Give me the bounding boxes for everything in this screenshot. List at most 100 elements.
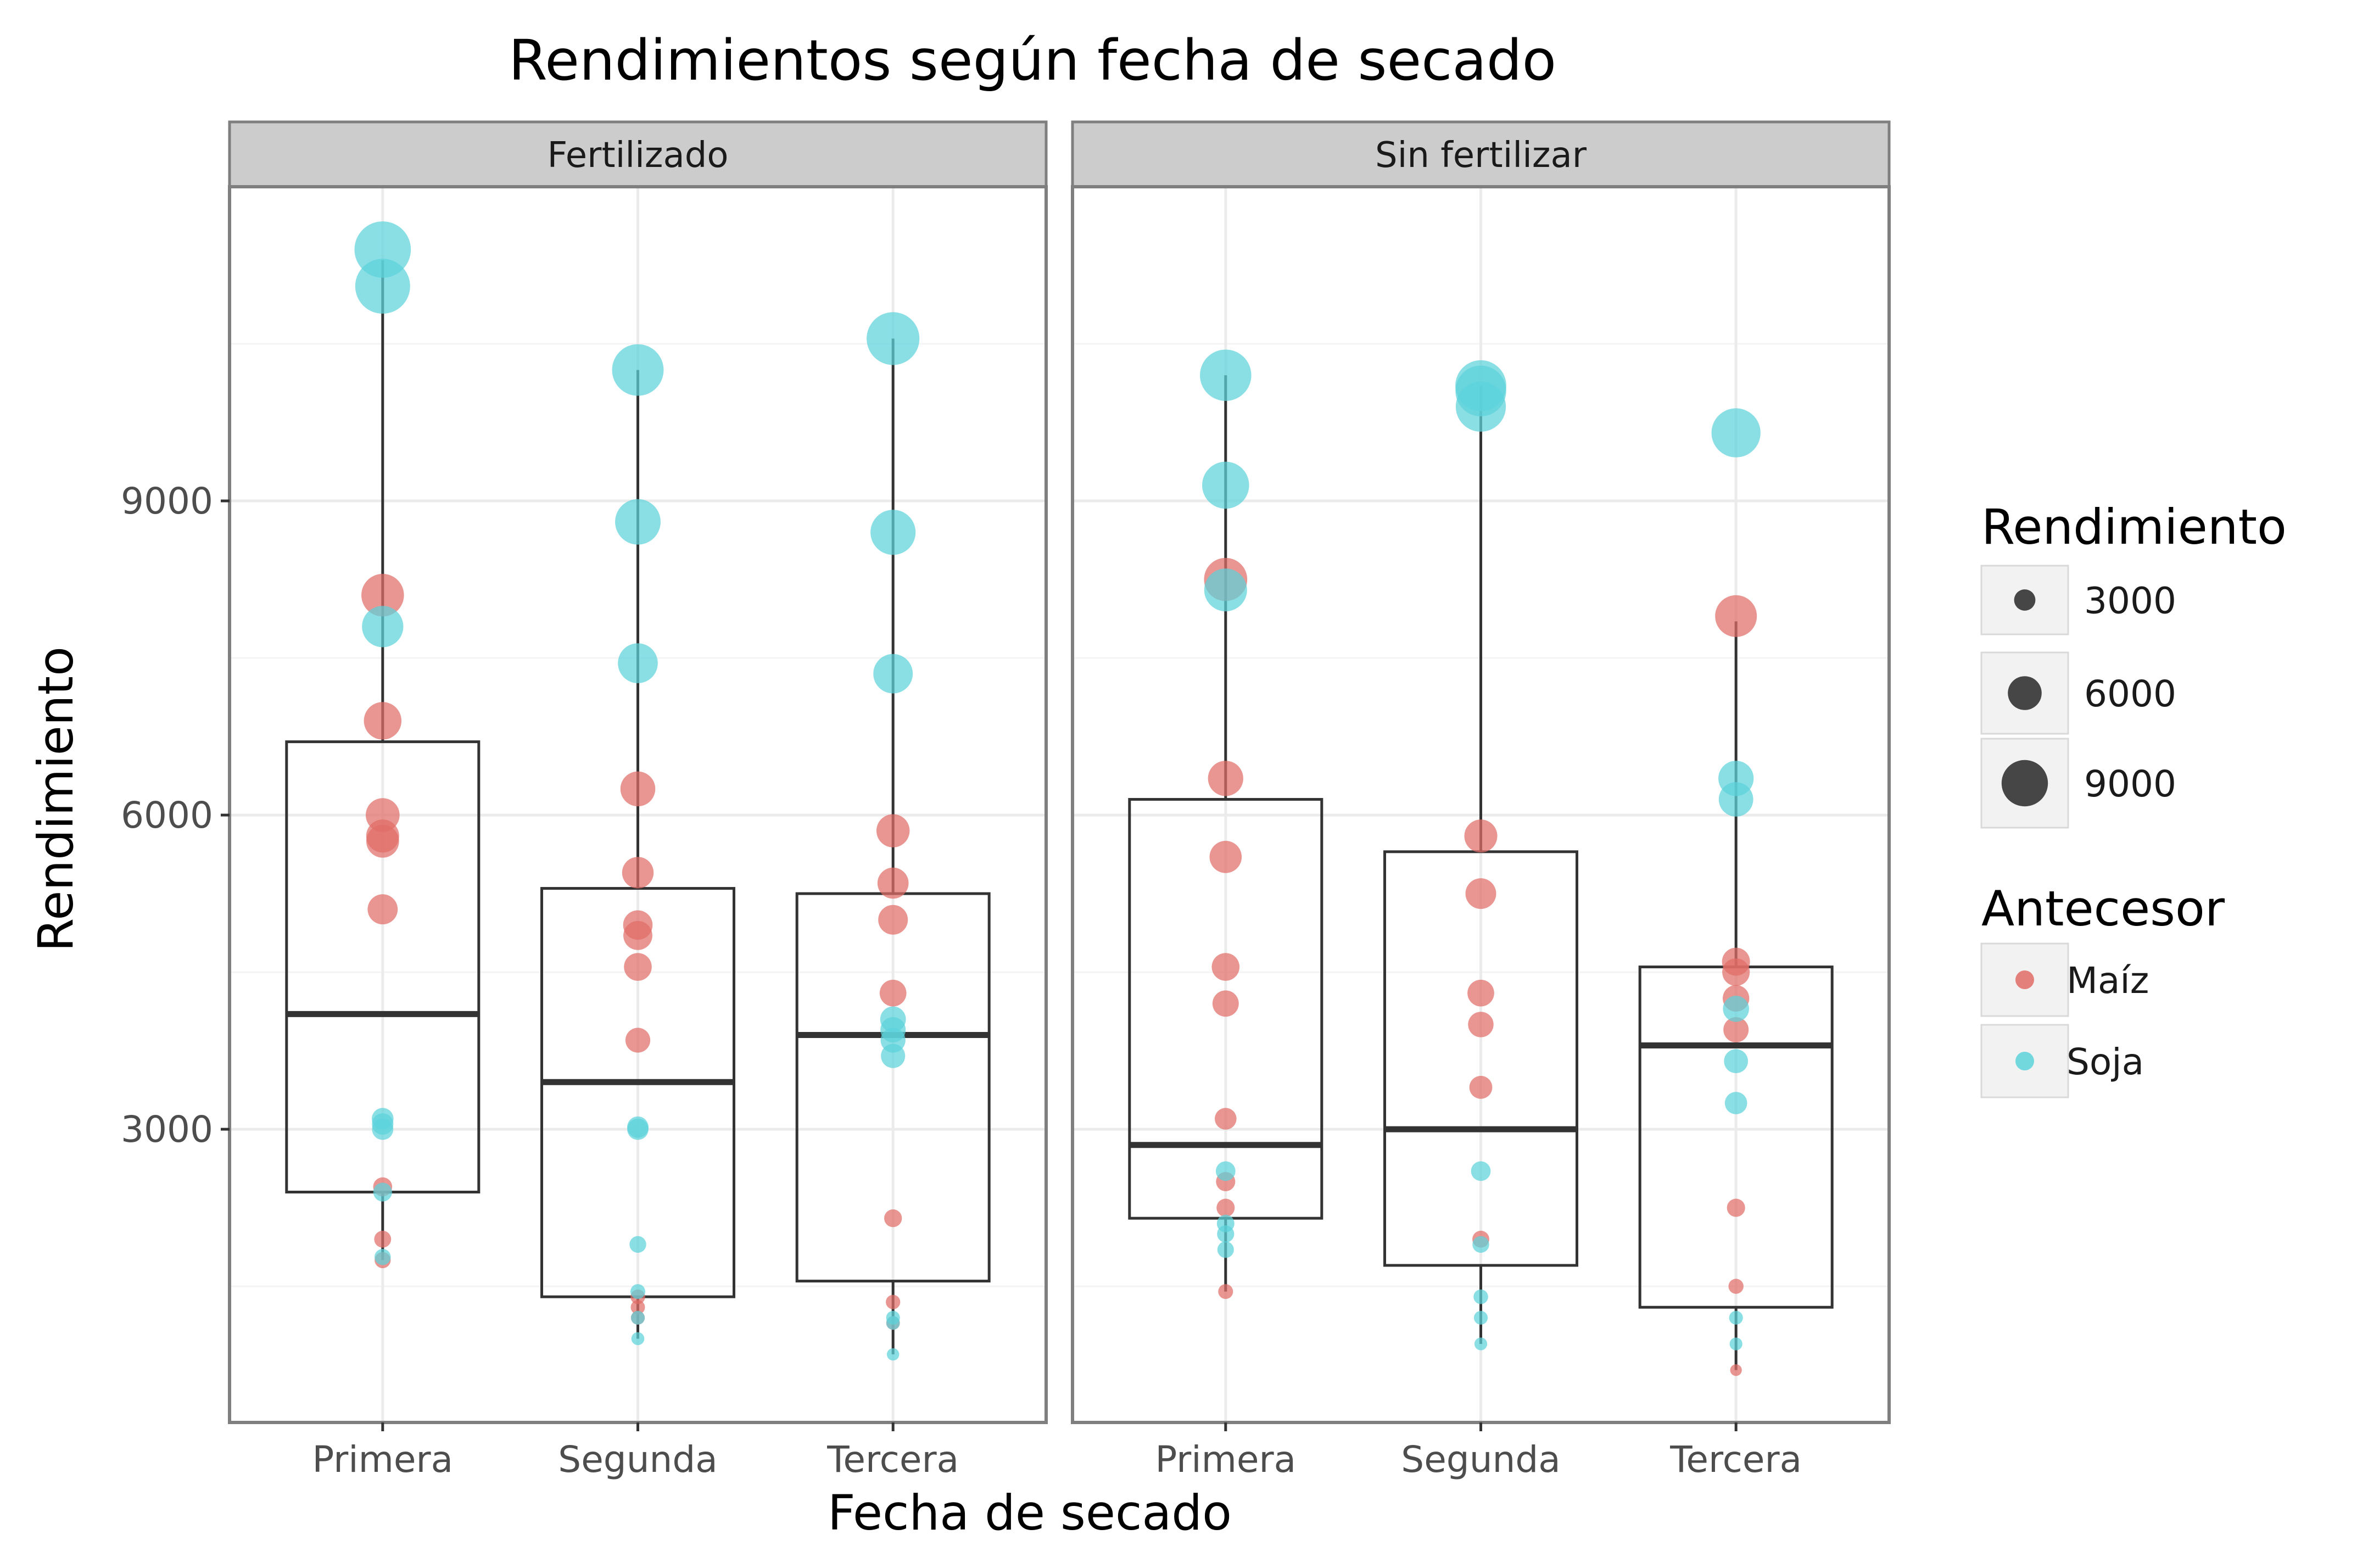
y-axis-title: Rendimiento	[27, 646, 84, 952]
data-point-maiz	[1727, 1198, 1745, 1217]
data-point-maiz	[622, 857, 654, 889]
legend-key-box	[1980, 565, 2069, 635]
data-point-soja	[1711, 408, 1761, 457]
x-tick-label: Segunda	[558, 1438, 717, 1481]
y-axis: 3000 6000 9000	[121, 480, 230, 1151]
data-point-maiz	[1208, 761, 1243, 796]
legend-color-marker	[2015, 970, 2034, 989]
legend-size-label: 6000	[2084, 673, 2176, 715]
data-point-maiz	[1211, 953, 1240, 981]
data-point-soja	[355, 259, 410, 314]
legend-size-marker	[2014, 589, 2036, 611]
data-point-maiz	[620, 771, 656, 807]
facet-strip-label: Fertilizado	[547, 135, 728, 176]
data-point-soja	[362, 606, 404, 648]
data-point-maiz	[886, 1294, 901, 1309]
facet-panel-1: Sin fertilizar Primera Segunda Tercera	[1071, 120, 1891, 1481]
data-point-maiz	[623, 920, 652, 950]
chart-title: Rendimientos según fecha de secado	[509, 28, 1556, 93]
data-point-maiz	[1218, 1284, 1233, 1299]
data-point-soja	[615, 499, 661, 545]
legend-color-marker	[2015, 1052, 2034, 1070]
facet-strip	[1071, 120, 1891, 188]
data-point-maiz	[1465, 878, 1496, 909]
x-tick-label: Segunda	[1401, 1438, 1560, 1481]
data-point-maiz	[1715, 595, 1757, 637]
data-point-maiz	[366, 824, 399, 858]
data-point-soja	[627, 1118, 649, 1140]
data-point-maiz	[624, 953, 652, 981]
legend-color-label: Maíz	[2066, 959, 2149, 1002]
data-point-soja	[881, 1044, 906, 1068]
data-point-maiz	[879, 979, 907, 1007]
data-point-soja	[1215, 1161, 1236, 1181]
data-point-maiz	[1216, 1198, 1235, 1217]
data-point-maiz	[367, 894, 398, 925]
data-point-maiz	[364, 702, 402, 740]
data-point-maiz	[1722, 958, 1750, 986]
data-point-maiz	[625, 1028, 651, 1053]
data-point-maiz	[1209, 841, 1242, 873]
y-tick-label: 6000	[121, 794, 213, 836]
data-point-soja	[375, 1248, 391, 1265]
data-point-soja	[1729, 1310, 1743, 1325]
data-point-soja	[612, 344, 664, 396]
data-point-soja	[372, 1118, 394, 1140]
legend-size-label: 3000	[2084, 580, 2176, 622]
data-point-maiz	[878, 905, 908, 935]
data-point-soja	[373, 1182, 392, 1202]
data-point-soja	[1723, 996, 1749, 1022]
data-point-soja	[1200, 349, 1252, 401]
data-point-soja	[1455, 381, 1506, 432]
data-point-soja	[1473, 1289, 1488, 1304]
data-point-soja	[1724, 1049, 1749, 1074]
x-tick-label: Primera	[312, 1438, 454, 1481]
x-tick-label: Tercera	[1669, 1438, 1802, 1481]
data-point-soja	[1724, 1092, 1747, 1114]
data-point-maiz	[1467, 979, 1494, 1007]
data-point-soja	[630, 1284, 646, 1299]
legend-size-title: Rendimiento	[1981, 499, 2287, 555]
data-point-soja	[1718, 782, 1753, 817]
legend-size-marker	[2008, 676, 2042, 710]
data-point-maiz	[630, 1300, 645, 1315]
data-point-maiz	[1730, 1364, 1742, 1376]
data-point-maiz	[1212, 990, 1239, 1017]
legend-color-label: Soja	[2066, 1041, 2144, 1083]
facet-strip	[228, 120, 1048, 188]
data-point-soja	[867, 312, 920, 365]
data-point-maiz	[1464, 819, 1498, 853]
data-point-maiz	[374, 1230, 392, 1248]
data-point-maiz	[877, 867, 909, 899]
data-point-maiz	[1468, 1012, 1494, 1037]
y-tick-label: 9000	[121, 480, 213, 522]
data-point-soja	[630, 1310, 645, 1325]
legend-size-label: 9000	[2084, 763, 2176, 805]
data-point-soja	[1472, 1236, 1489, 1253]
facet-panel-0: Fertilizado Primera Segunda Tercera	[228, 120, 1048, 1481]
x-axis-title: Fecha de secado	[828, 1485, 1232, 1541]
data-point-soja	[618, 643, 658, 683]
data-point-soja	[1202, 461, 1249, 509]
data-point-soja	[886, 1316, 900, 1330]
data-point-soja	[873, 654, 913, 694]
data-point-soja	[1204, 568, 1247, 612]
data-point-soja	[1471, 1161, 1491, 1181]
facet-strip-label: Sin fertilizar	[1375, 135, 1587, 176]
data-point-soja	[1217, 1225, 1235, 1243]
data-point-soja	[1474, 1337, 1488, 1351]
legend: Rendimiento 3000 6000 9000 Antecesor Maíz Soja	[1980, 499, 2287, 1098]
data-point-soja	[1729, 1337, 1742, 1351]
data-point-soja	[886, 1348, 900, 1361]
data-point-maiz	[361, 573, 404, 617]
legend-size-marker	[2001, 760, 2048, 807]
data-point-soja	[1217, 1241, 1234, 1258]
x-tick-label: Primera	[1155, 1438, 1297, 1481]
data-point-maiz	[884, 1209, 902, 1227]
data-point-soja	[631, 1332, 645, 1346]
x-tick-label: Tercera	[826, 1438, 959, 1481]
data-point-maiz	[1723, 1017, 1749, 1042]
data-point-maiz	[1728, 1279, 1744, 1294]
data-point-soja	[629, 1236, 646, 1253]
